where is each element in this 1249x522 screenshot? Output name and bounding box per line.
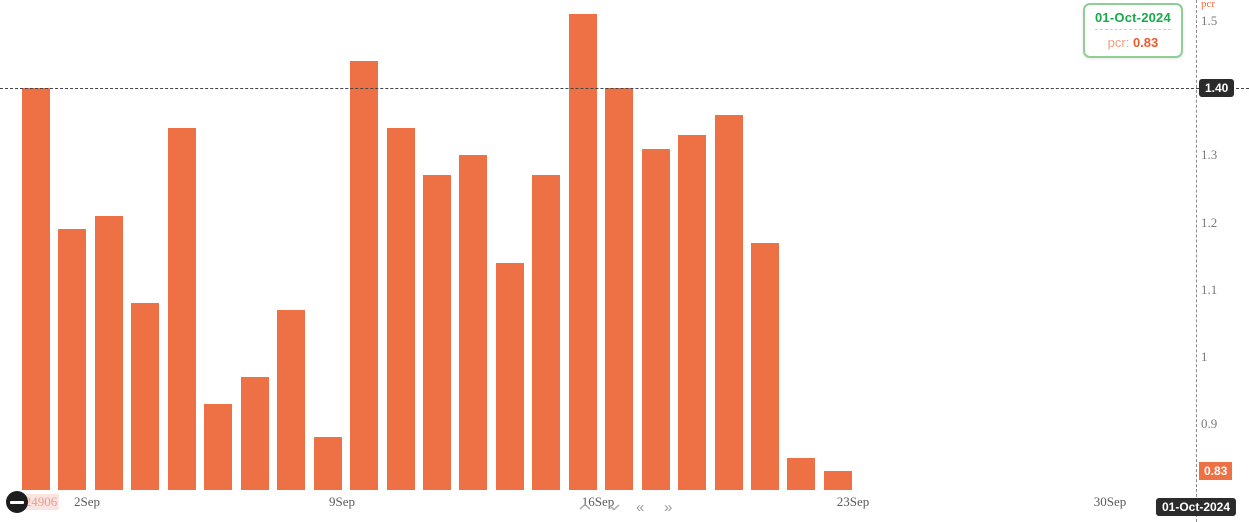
x-axis-tick-label: 2Sep	[74, 494, 100, 509]
bar[interactable]	[568, 14, 597, 490]
y-axis-tick-label: 1.2	[1201, 214, 1218, 230]
x-axis-tick-label: 30Sep	[1093, 494, 1127, 509]
bar[interactable]	[167, 128, 196, 490]
x-axis-tick-label: 23Sep	[836, 494, 870, 509]
x-axis-tick-label: 9Sep	[329, 494, 355, 509]
vertical-scroll-controls[interactable]	[578, 496, 624, 520]
chevron-up-icon[interactable]	[578, 502, 592, 512]
y-axis-title: pcr	[1201, 0, 1216, 10]
bar[interactable]	[495, 262, 524, 490]
bar[interactable]	[751, 242, 779, 490]
last-value-badge: 0.83	[1199, 462, 1233, 481]
hover-tooltip: 01-Oct-2024 pcr: 0.83	[1083, 3, 1183, 58]
bar[interactable]	[459, 155, 488, 490]
crosshair-value-badge: 1.40	[1199, 79, 1235, 98]
tooltip-metric-label: pcr:	[1107, 35, 1130, 50]
chevron-down-icon[interactable]	[607, 502, 621, 512]
bar[interactable]	[787, 457, 816, 490]
y-axis-tick-label: 0.9	[1201, 416, 1218, 431]
tooltip-date: 01-Oct-2024	[1095, 10, 1171, 30]
tooltip-metric-value: 0.83	[1132, 35, 1159, 50]
crosshair-vertical-line	[1196, 0, 1197, 522]
bar[interactable]	[823, 471, 852, 490]
prev-page-button[interactable]: «	[636, 499, 645, 516]
pager-controls[interactable]: « »	[632, 496, 684, 520]
x-axis-tick-label: 16Sep	[581, 494, 615, 509]
bar[interactable]	[641, 148, 670, 490]
bar[interactable]	[313, 437, 342, 490]
bar[interactable]	[94, 215, 123, 490]
next-page-button[interactable]: »	[664, 499, 673, 516]
minus-circle-icon[interactable]	[6, 491, 28, 513]
y-axis-tick-label: 1.3	[1201, 147, 1218, 163]
minus-bar	[10, 501, 24, 504]
bar[interactable]	[532, 175, 561, 490]
bar[interactable]	[678, 135, 707, 490]
y-axis-tick-label: 1.1	[1201, 281, 1218, 297]
x-axis-truncated-label: 24906	[23, 494, 59, 510]
bar[interactable]	[204, 403, 233, 490]
bar[interactable]	[22, 88, 50, 490]
tooltip-metric: pcr: 0.83	[1095, 35, 1171, 50]
bar[interactable]	[277, 309, 306, 490]
x-axis: 2Sep 9Sep 16Sep 23Sep 30Sep 24906	[0, 492, 1249, 522]
bar[interactable]	[58, 229, 87, 490]
bar[interactable]	[605, 88, 634, 490]
bar[interactable]	[131, 303, 160, 490]
crosshair-date-badge: 01-Oct-2024	[1155, 498, 1237, 516]
y-axis-tick-label: 1	[1201, 348, 1208, 364]
crosshair-horizontal-line	[0, 88, 1249, 90]
bar[interactable]	[350, 61, 379, 490]
bar[interactable]	[714, 115, 743, 490]
bar[interactable]	[386, 128, 415, 490]
bar[interactable]	[240, 376, 269, 490]
y-axis: pcr 1.51.41.31.21.110.9	[1195, 0, 1249, 492]
bar[interactable]	[422, 175, 451, 490]
y-axis-tick-label: 1.5	[1201, 13, 1218, 28]
